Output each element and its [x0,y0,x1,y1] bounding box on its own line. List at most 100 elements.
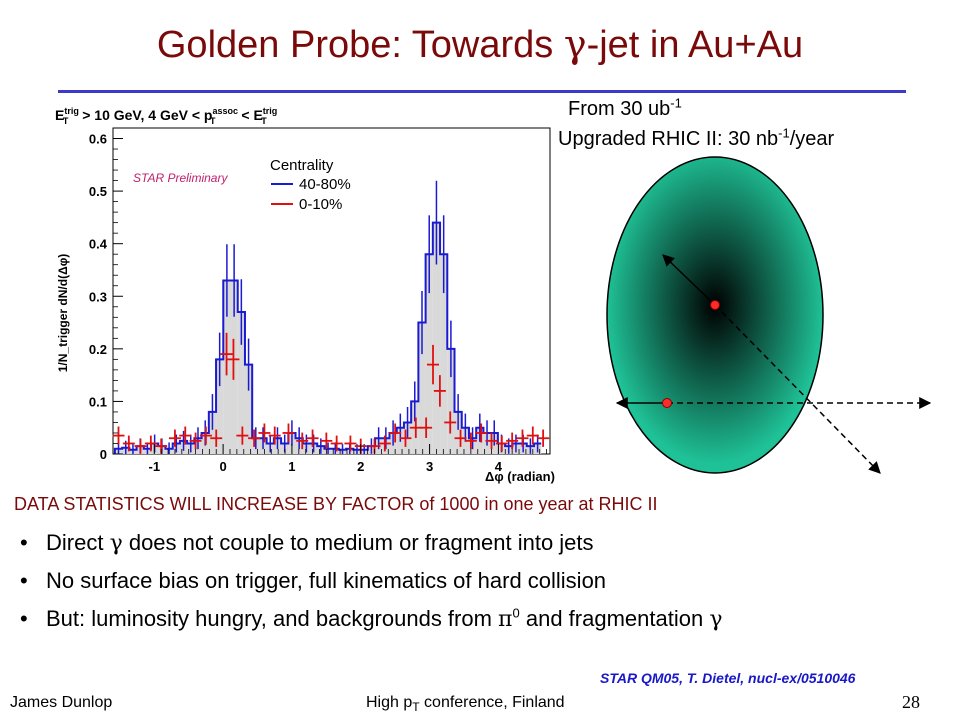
chart-title: Etrig T > 10 GeV, 4 GeV < passoc T < Etrig… [55,106,277,126]
statistics-statement: DATA STATISTICS WILL INCREASE BY FACTOR … [14,494,658,514]
data-point [134,438,147,454]
jet-direction-arrow [662,254,716,306]
preliminary-label: STAR Preliminary [133,171,228,185]
nuclear-overlap-ellipse [606,156,824,474]
data-point [144,435,157,452]
y-tick-label: 0.4 [89,237,108,252]
hist-fill-bin [208,411,217,454]
luminosity-upgrade-note: Upgraded RHIC II: 30 nb-1/year [558,125,835,150]
points-series-0-10 [112,332,550,454]
hist-fill-bin [432,222,441,454]
x-tick-label: -1 [149,459,161,474]
data-point [330,435,343,452]
x-tick-label: 4 [495,459,503,474]
data-point [344,435,357,452]
data-point [282,423,295,443]
data-point [122,435,135,452]
data-point [168,429,181,447]
legend: Centrality 40-80% 0-10% [270,157,351,213]
interaction-point-center [710,300,720,310]
data-point [179,426,192,445]
hist-fill-bin [244,364,253,454]
data-point [189,432,202,450]
x-tick-label: 0 [219,459,226,474]
data-point [236,426,249,445]
y-tick-label: 0.2 [89,342,107,357]
y-tick-label: 0.3 [89,289,107,304]
footer-conference: High pT conference, Finland [366,694,565,715]
data-point [495,435,508,452]
data-point [199,426,212,445]
luminosity-current-note: From 30 ub-1 [568,95,682,120]
hist-fill-bin [425,254,433,454]
histogram-series-40-80 [113,180,542,454]
data-point [485,432,498,450]
data-point [296,432,309,450]
citation: STAR QM05, T. Dietel, nucl-ex/0510046 [600,670,856,686]
data-point [427,344,440,385]
legend-title: Centrality [270,157,334,174]
hist-fill-bin [440,254,448,454]
data-point [258,423,271,443]
page-number: 28 [902,692,920,712]
svg-text:1/N_trigger dN/d(Δφ): 1/N_trigger dN/d(Δφ) [56,254,70,373]
hist-fill-bin [237,312,245,454]
y-tick-label: 0.1 [89,394,107,409]
data-point [475,423,488,443]
y-axis-label: 1/N_trigger dN/d(Δφ) [56,254,70,373]
y-tick-label: 0.6 [89,132,107,147]
data-point [248,429,261,447]
bullet-dot-icon: • [20,606,28,631]
data-point [378,435,391,452]
data-point [526,426,539,445]
histogram-fill [114,222,542,454]
bullet-item: • Direct γ does not couple to medium or f… [20,530,594,556]
data-point [409,417,422,438]
interaction-point-surface [662,398,672,408]
data-point [220,332,233,376]
axes: 0 0.1 0.2 0.3 0.4 0.5 0.6 -1 0 1 2 3 4 [89,132,547,474]
legend-label-40-80: 40-80% [299,176,351,193]
data-point [444,411,457,434]
slide-title: Golden Probe: Towards γ-jet in Au+Au [156,22,804,66]
title-underline [58,90,906,93]
data-point [506,432,519,450]
data-point [399,429,412,447]
bullet-item: • No surface bias on trigger, full kinema… [20,568,607,593]
data-point [454,429,467,447]
bullet-dot-icon: • [20,530,28,555]
x-tick-label: 3 [426,459,433,474]
data-point [464,432,477,450]
bullet-dot-icon: • [20,568,28,593]
data-point [537,429,550,447]
data-point [320,432,333,450]
data-point [306,429,319,447]
bullet-item: • But: luminosity hungry, and backgrounds… [20,605,723,632]
data-point [112,426,125,445]
x-tick-label: 2 [357,459,364,474]
hist-fill-bin [447,348,455,454]
x-axis-label: Δφ (radian) [485,469,555,484]
gamma-symbol: γ [563,22,587,66]
data-point [433,375,446,407]
collision-geometry-diagram [595,155,945,485]
legend-label-0-10: 0-10% [299,196,342,213]
data-point [227,338,240,380]
data-point [516,429,529,447]
data-point [210,429,223,447]
correlation-plot: Etrig T > 10 GeV, 4 GeV < passoc T < Etrig… [55,98,555,488]
data-point [420,417,433,438]
hist-outline [113,221,542,454]
footer-author: James Dunlop [10,694,113,711]
x-tick-label: 1 [288,459,295,474]
y-tick-label: 0 [100,447,107,462]
hist-fill-bin [216,359,224,454]
hist-fill-bin [418,322,426,454]
hist-fill-bin [454,411,462,454]
data-point [268,426,281,445]
chart-svg: Etrig T > 10 GeV, 4 GeV < passoc T < Etrig… [55,106,555,484]
y-tick-label: 0.5 [89,184,107,199]
svg-text:Δφ (radian): Δφ (radian) [485,469,555,484]
data-point [389,423,402,443]
